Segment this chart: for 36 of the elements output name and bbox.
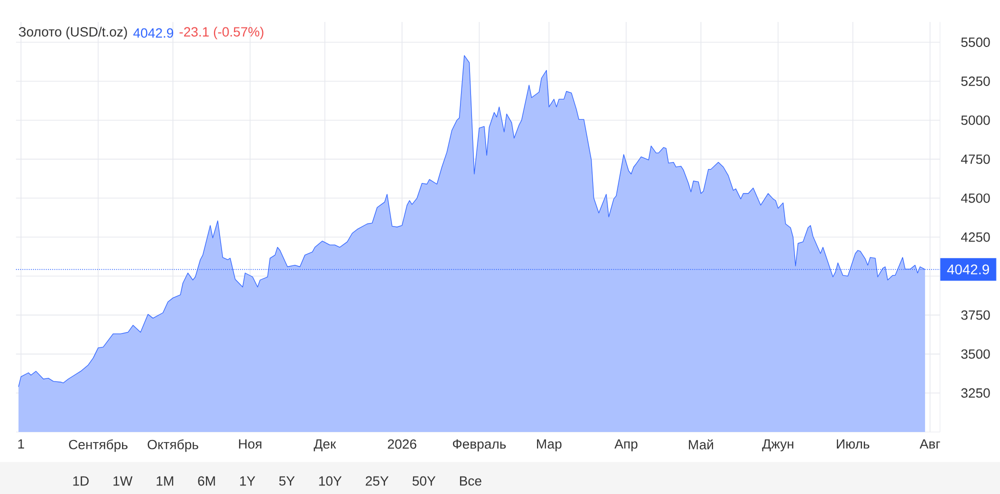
y-tick-label: 4250 — [961, 232, 990, 242]
text: 1M — [156, 476, 174, 486]
y-tick-label: 5250 — [961, 76, 990, 86]
y-tick-label: 3250 — [961, 388, 990, 398]
y-tick-label: 5500 — [961, 38, 990, 47]
y-tick-label: 5000 — [961, 115, 990, 125]
x-tick-label: 2026 — [388, 439, 416, 449]
x-tick-label: Дек — [314, 439, 336, 452]
x-tick-label: Октябрь — [148, 439, 198, 452]
x-tick-label: Май — [688, 439, 714, 450]
x-tick-label: 1 — [18, 439, 24, 449]
x-tick-label: Сентябрь — [68, 439, 128, 452]
x-tick-label: Ноя — [239, 439, 262, 449]
text: 50Y — [412, 476, 436, 486]
x-tick-label: Февраль — [452, 439, 506, 452]
text: 1Y — [240, 476, 256, 486]
text: 25Y — [366, 476, 389, 486]
annotation: -23.1 (-0.57%) — [180, 26, 264, 40]
y-tick-label: 3500 — [961, 349, 990, 359]
text: 10Y — [319, 476, 342, 486]
annotation: 4042.9 — [133, 28, 174, 38]
text: Все — [460, 476, 482, 486]
x-tick-label: Мар — [537, 439, 562, 452]
y-tick-label: 3750 — [961, 310, 990, 320]
text: 1D — [73, 476, 89, 486]
x-tick-label: Авг — [920, 439, 940, 449]
ref-line-label: 4042.9 — [947, 264, 989, 274]
y-tick-label: 4750 — [961, 154, 990, 164]
x-tick-label: Джун — [762, 439, 794, 452]
y-tick-label: 4500 — [961, 193, 990, 203]
x-tick-label: Апр — [614, 439, 638, 452]
x-tick-label: Июль — [836, 439, 870, 449]
text: 6M — [198, 476, 215, 486]
chart-title: Золото (USD/t.oz) — [18, 26, 127, 40]
text: 1W — [114, 476, 132, 486]
text: 5Y — [279, 476, 295, 486]
